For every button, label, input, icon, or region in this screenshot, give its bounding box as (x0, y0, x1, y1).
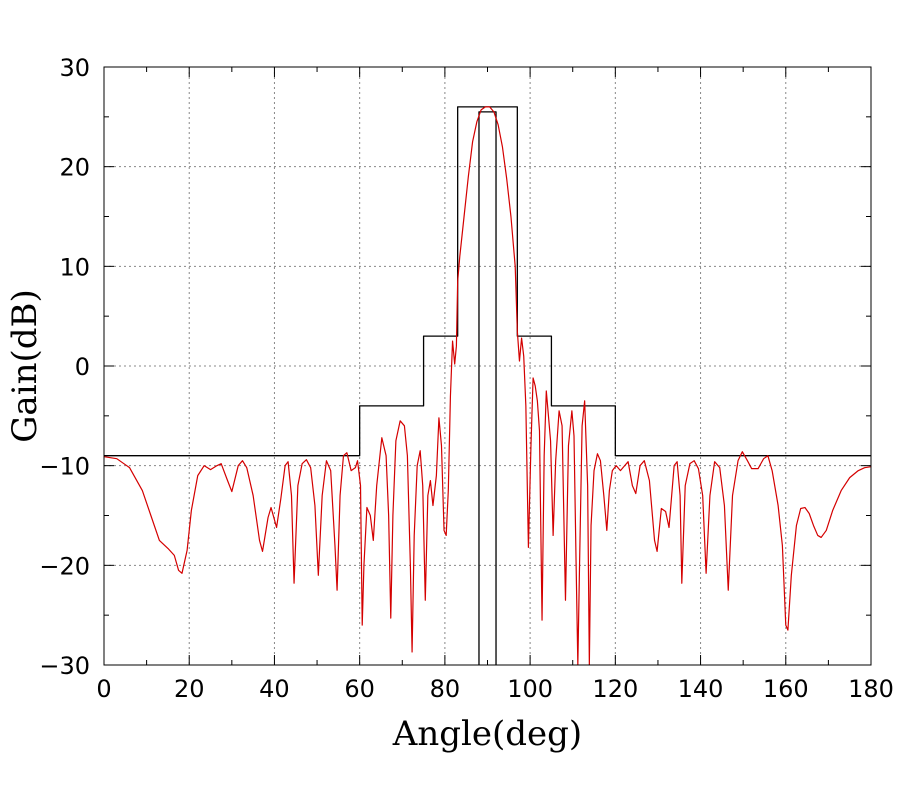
grid (104, 67, 871, 665)
series-line-mask-step (104, 106, 871, 457)
y-tick-label: 10 (59, 253, 90, 281)
y-axis-title: Gain(dB) (5, 289, 45, 442)
series-line-mask-inner (478, 111, 497, 665)
x-tick-label: 180 (848, 675, 894, 703)
x-tick-label: 120 (592, 675, 638, 703)
x-tick-label: 40 (259, 675, 290, 703)
x-tick-label: 160 (763, 675, 809, 703)
y-tick-label: −10 (39, 453, 90, 481)
x-tick-label: 80 (430, 675, 461, 703)
y-tick-label: −20 (39, 552, 90, 580)
y-tick-label: 0 (75, 353, 90, 381)
x-tick-label: 0 (96, 675, 111, 703)
x-tick-label: 20 (174, 675, 205, 703)
y-tick-label: −30 (39, 652, 90, 680)
ticks (103, 66, 872, 666)
x-tick-label: 60 (344, 675, 375, 703)
x-tick-label: 140 (678, 675, 724, 703)
series-layer (104, 106, 871, 665)
y-tick-label: 20 (59, 154, 90, 182)
tick-labels: 0 20 40 60 80 100 120 140 160 180 −30 −20 −10 0 10 20 30 (39, 54, 894, 703)
series-line-pattern (104, 106, 871, 665)
y-tick-label: 30 (59, 54, 90, 82)
x-tick-label: 100 (507, 675, 553, 703)
x-axis-title: Angle(deg) (392, 714, 582, 754)
